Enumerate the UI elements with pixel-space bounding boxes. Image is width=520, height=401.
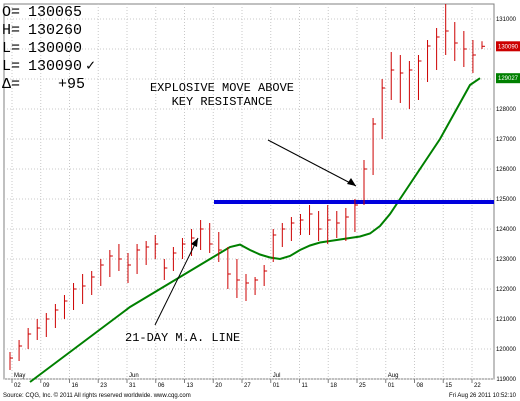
breakout-annotation-line: KEY RESISTANCE: [172, 95, 273, 109]
ma-arrow-head: [191, 238, 198, 247]
x-tick-label: 08: [417, 383, 424, 389]
x-tick-label: 18: [330, 383, 337, 389]
ma-value-tag: [496, 73, 520, 84]
y-tick-label: 121000: [496, 317, 517, 323]
x-tick-label: 27: [244, 383, 251, 389]
y-tick-label: 120000: [496, 347, 517, 353]
y-tick-label: 125000: [496, 197, 517, 203]
y-tick-label: 123000: [496, 257, 517, 263]
y-tick-label: 128000: [496, 107, 517, 113]
month-label: Aug: [388, 373, 399, 379]
x-tick-label: 23: [100, 383, 107, 389]
x-tick-label: 13: [187, 383, 194, 389]
y-tick-label: 131000: [496, 17, 517, 23]
last-label: L=: [2, 58, 20, 75]
high-value: 130260: [28, 22, 82, 39]
moving-average-line: [29, 77, 481, 383]
x-tick-label: 20: [215, 383, 222, 389]
breakout-annotation-line: EXPLOSIVE MOVE ABOVE: [150, 81, 294, 95]
ma-annotation: 21-DAY M.A. LINE: [125, 331, 240, 345]
timestamp-footer: Fri Aug 26 2011 10:52:10: [449, 393, 517, 399]
price-bars: [9, 4, 485, 370]
plot-area: [3, 3, 495, 380]
copyright-footer: Source: CQG, Inc. © 2011 All rights rese…: [3, 392, 191, 399]
breakout-annotation: EXPLOSIVE MOVE ABOVE KEY RESISTANCE: [150, 81, 294, 109]
x-tick-label: 06: [158, 383, 165, 389]
last-price-tag-label: 130090: [498, 44, 519, 50]
x-tick-label: 15: [445, 383, 452, 389]
month-label: Jul: [273, 373, 281, 379]
price-axis: 1310001300001290001280001270001260001250…: [496, 17, 520, 383]
x-tick-label: 25: [359, 383, 366, 389]
time-axis: 02 09 16 23 31 06 13 20 27 01 11 18 25 01 08 15 22 May Jun…: [11, 373, 481, 389]
ma-series-line: [29, 77, 481, 383]
grid: [4, 4, 494, 380]
last-check-mark: ✓: [86, 58, 95, 75]
y-tick-label: 122000: [496, 287, 517, 293]
change-value: +95: [58, 76, 85, 93]
low-value: 130000: [28, 40, 82, 57]
y-tick-label: 124000: [496, 227, 517, 233]
x-tick-label: 09: [43, 383, 50, 389]
month-label: Jun: [129, 373, 139, 379]
last-price-tag: [496, 41, 520, 52]
ma-value-tag-label: 129027: [498, 76, 519, 82]
ohlc-readout: O= 130065 H= 130260 L= 130000 L= 130090 …: [2, 4, 95, 93]
y-tick-label: 127000: [496, 137, 517, 143]
low-label: L=: [2, 40, 20, 57]
x-tick-label: 16: [72, 383, 79, 389]
month-label: May: [14, 373, 25, 379]
x-tick-label: 01: [273, 383, 280, 389]
x-tick-label: 22: [474, 383, 481, 389]
breakout-arrow-head: [347, 178, 356, 186]
x-tick-label: 01: [388, 383, 395, 389]
change-label: Δ=: [2, 76, 20, 93]
last-value: 130090: [28, 58, 82, 75]
y-tick-label: 119000: [496, 377, 516, 383]
open-label: O=: [2, 4, 20, 21]
y-tick-label: 126000: [496, 167, 517, 173]
open-value: 130065: [28, 4, 82, 21]
x-tick-label: 02: [14, 383, 21, 389]
x-tick-label: 31: [129, 383, 136, 389]
breakout-arrow: [267, 139, 357, 187]
ma-arrow: [154, 237, 199, 326]
high-label: H=: [2, 22, 20, 39]
x-tick-label: 11: [302, 383, 309, 389]
